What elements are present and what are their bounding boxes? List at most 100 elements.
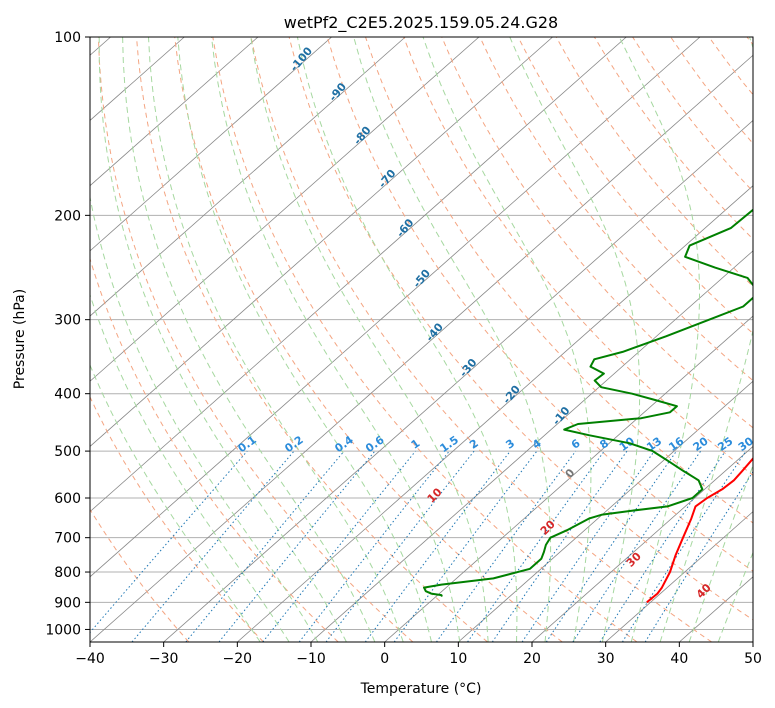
dry-adiabat [708,37,753,96]
x-tick-label: 20 [523,651,541,667]
dry-adiabat [517,37,753,335]
mixing-ratio-label: 3 [503,437,517,452]
isotherm-line [90,37,480,382]
mixing-ratio-line [521,450,655,642]
isotherm-label: -10 [550,404,573,428]
dry-adiabat [288,37,753,621]
dry-adiabat [97,37,414,642]
mixing-ratio-label: 36 [757,434,775,454]
isotherm-label: -40 [423,320,446,344]
dry-adiabat [632,37,753,193]
y-tick-label: 1000 [45,622,81,638]
isotherm-line [163,119,753,642]
chart-title: wetPf2_C2E5.2025.159.05.24.G28 [284,13,558,33]
mixing-ratio-label: 1 [409,437,423,452]
isotherm-label: -50 [410,267,433,291]
isotherm-line [237,185,753,642]
isotherm-line [90,37,259,187]
dry-adiabat [403,37,753,476]
x-tick-label: −40 [75,651,105,667]
y-tick-label: 800 [54,565,81,581]
moist-adiabat [148,37,404,642]
moist-adiabat [250,37,489,642]
line-labels: 0.1 0.2 0.4 0.6 1 1.5 2 3 4 6 8 10 13 16 20 25 30 36-100-… [236,44,775,601]
moist-adiabat-label: 30 [624,549,644,569]
sounding-series [423,208,753,604]
dry-adiabats [90,37,753,642]
mixing-ratio-line [545,450,677,642]
moist-adiabat [422,37,592,642]
x-tick-label: −30 [149,651,179,667]
y-axis-label: Pressure (hPa) [12,289,28,389]
dry-adiabat [90,395,264,642]
isotherm-label: -100 [287,44,315,74]
moist-adiabat [353,37,552,642]
y-tick-label: 500 [54,444,81,460]
y-tick-label: 400 [54,387,81,403]
isotherm-label: -80 [351,124,374,148]
x-axis-label: Temperature (°C) [360,681,482,697]
isotherm-line [90,37,553,447]
isotherm-line [90,37,406,317]
dry-adiabat [90,508,190,642]
plot-area: 0.1 0.2 0.4 0.6 1 1.5 2 3 4 6 8 10 13 16 20 25 30 36-100-… [90,37,775,642]
moist-adiabat [618,37,700,642]
isotherm-line [752,641,753,642]
moist-adiabat [717,551,753,642]
moist-adiabat [90,194,319,642]
mixing-ratio-label: 4 [530,437,544,452]
isotherm-line [90,54,753,642]
moist-adiabat [211,37,461,642]
y-axis-ticks: 100 200 300 400 500 600 700 800 900 1000 [45,30,90,638]
mixing-ratio-label: 0.2 [282,433,305,455]
moist-adiabats [90,37,753,642]
x-tick-label: −10 [296,651,326,667]
dry-adiabat [250,37,712,642]
moist-adiabat [90,293,290,642]
isotherm-line [605,511,753,642]
mixing-ratio-label: 1.5 [438,433,461,455]
dry-adiabat [326,37,753,572]
x-tick-label: 30 [597,651,615,667]
dry-adiabat [212,37,638,642]
moist-adiabat-label: 10 [425,485,445,505]
x-tick-label: 50 [744,651,762,667]
isotherm-label: -70 [376,167,399,191]
mixing-ratio-line [364,450,511,642]
isotherm-line [90,37,332,252]
dry-adiabat [365,37,753,524]
mixing-ratio-line [644,470,753,642]
mixing-ratio-lines [90,450,753,642]
moist-adiabat-label: 40 [694,581,714,601]
y-tick-label: 300 [54,313,81,329]
dry-adiabat [136,37,488,642]
plot-frame [89,36,754,643]
isotherm-line [679,576,753,642]
x-tick-label: −20 [223,651,253,667]
dry-adiabat [555,37,753,287]
mixing-ratio-label: 30 [736,434,756,454]
mixing-ratio-label: 6 [569,437,583,452]
mixing-ratio-label: 0.4 [332,433,356,455]
mixing-ratio-line [185,450,345,642]
moist-adiabat [659,37,753,642]
y-tick-label: 600 [54,491,81,507]
mixing-ratio-line [491,450,628,642]
isotherm-line [384,315,753,642]
mixing-ratio-line [218,450,376,642]
isotherm-line [531,445,753,642]
isotherm-lines [90,37,753,642]
moist-adiabat [177,37,432,642]
mixing-ratio-line [298,450,450,642]
mixing-ratio-line [262,450,416,642]
isotherm-label: -60 [394,216,417,240]
dewpoint-line [423,208,753,597]
mixing-ratio-label: 0.1 [236,433,259,455]
moist-adiabat [98,37,347,642]
zero-isotherm-label: 0 [563,466,578,480]
moist-adiabat [688,464,753,642]
mixing-ratio-line [131,450,295,642]
mixing-ratio-line [435,450,577,642]
dry-adiabat [174,37,563,642]
